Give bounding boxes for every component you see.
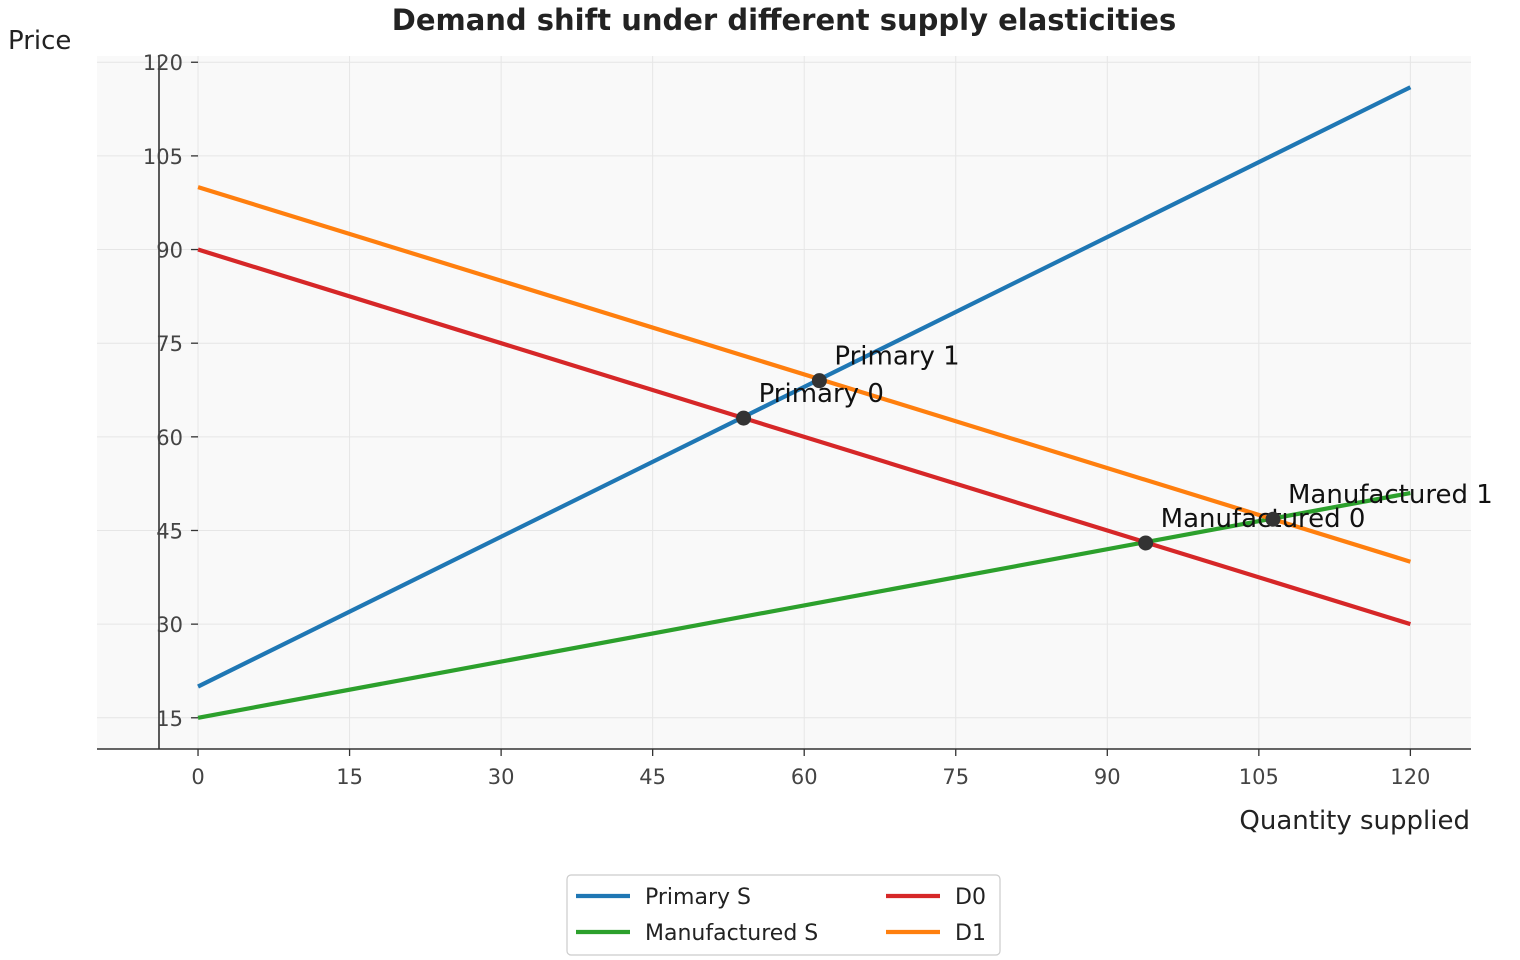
- equilibrium-label: Primary 1: [834, 342, 959, 372]
- grid: [97, 56, 1471, 749]
- y-tick-label: 45: [156, 519, 183, 543]
- legend-label: Manufactured S: [645, 921, 818, 946]
- y-axis-label: Price: [8, 26, 71, 56]
- y-tick-label: 60: [156, 426, 183, 450]
- x-tick-label: 60: [791, 765, 818, 789]
- legend-label: Primary S: [645, 885, 751, 910]
- y-tick-label: 105: [143, 145, 183, 169]
- legend: Primary S Manufactured S D0 D1: [566, 874, 1001, 956]
- y-tick-label: 30: [156, 613, 183, 637]
- x-axis-label: Quantity supplied: [1239, 806, 1470, 836]
- x-tick-label: 45: [639, 765, 666, 789]
- x-tick-label: 0: [191, 765, 204, 789]
- series-line-manufactured-s: [197, 490, 1411, 720]
- y-ticks: 15 30 45 60 75 90 105 120: [143, 51, 199, 731]
- legend-label: D1: [955, 921, 986, 946]
- chart-title: Demand shift under different supply elas…: [392, 3, 1176, 37]
- equilibrium-label: Manufactured 1: [1288, 480, 1493, 510]
- equilibrium-marker: [1138, 535, 1154, 551]
- x-tick-label: 90: [1094, 765, 1121, 789]
- x-tick-label: 30: [488, 765, 515, 789]
- axes: [97, 56, 1471, 750]
- equilibrium-marker: [811, 373, 827, 389]
- y-tick-label: 15: [156, 707, 183, 731]
- y-tick-label: 120: [143, 51, 183, 75]
- y-tick-label: 75: [156, 332, 183, 356]
- series-lines: [197, 85, 1412, 720]
- x-tick-label: 15: [336, 765, 363, 789]
- legend-label: D0: [955, 885, 986, 910]
- series-line-d1: [197, 185, 1412, 564]
- equilibrium-label: Manufactured 0: [1161, 504, 1366, 534]
- x-tick-label: 105: [1239, 765, 1279, 789]
- x-ticks: 0 15 30 45 60 75 90 105 120: [191, 749, 1430, 789]
- equilibrium-marker: [736, 410, 752, 426]
- series-line-primary-s: [197, 85, 1412, 689]
- series-line-d0: [197, 247, 1412, 627]
- y-tick-label: 90: [156, 239, 183, 263]
- x-tick-label: 75: [942, 765, 969, 789]
- x-tick-label: 120: [1390, 765, 1430, 789]
- equilibrium-marker: [1265, 511, 1281, 527]
